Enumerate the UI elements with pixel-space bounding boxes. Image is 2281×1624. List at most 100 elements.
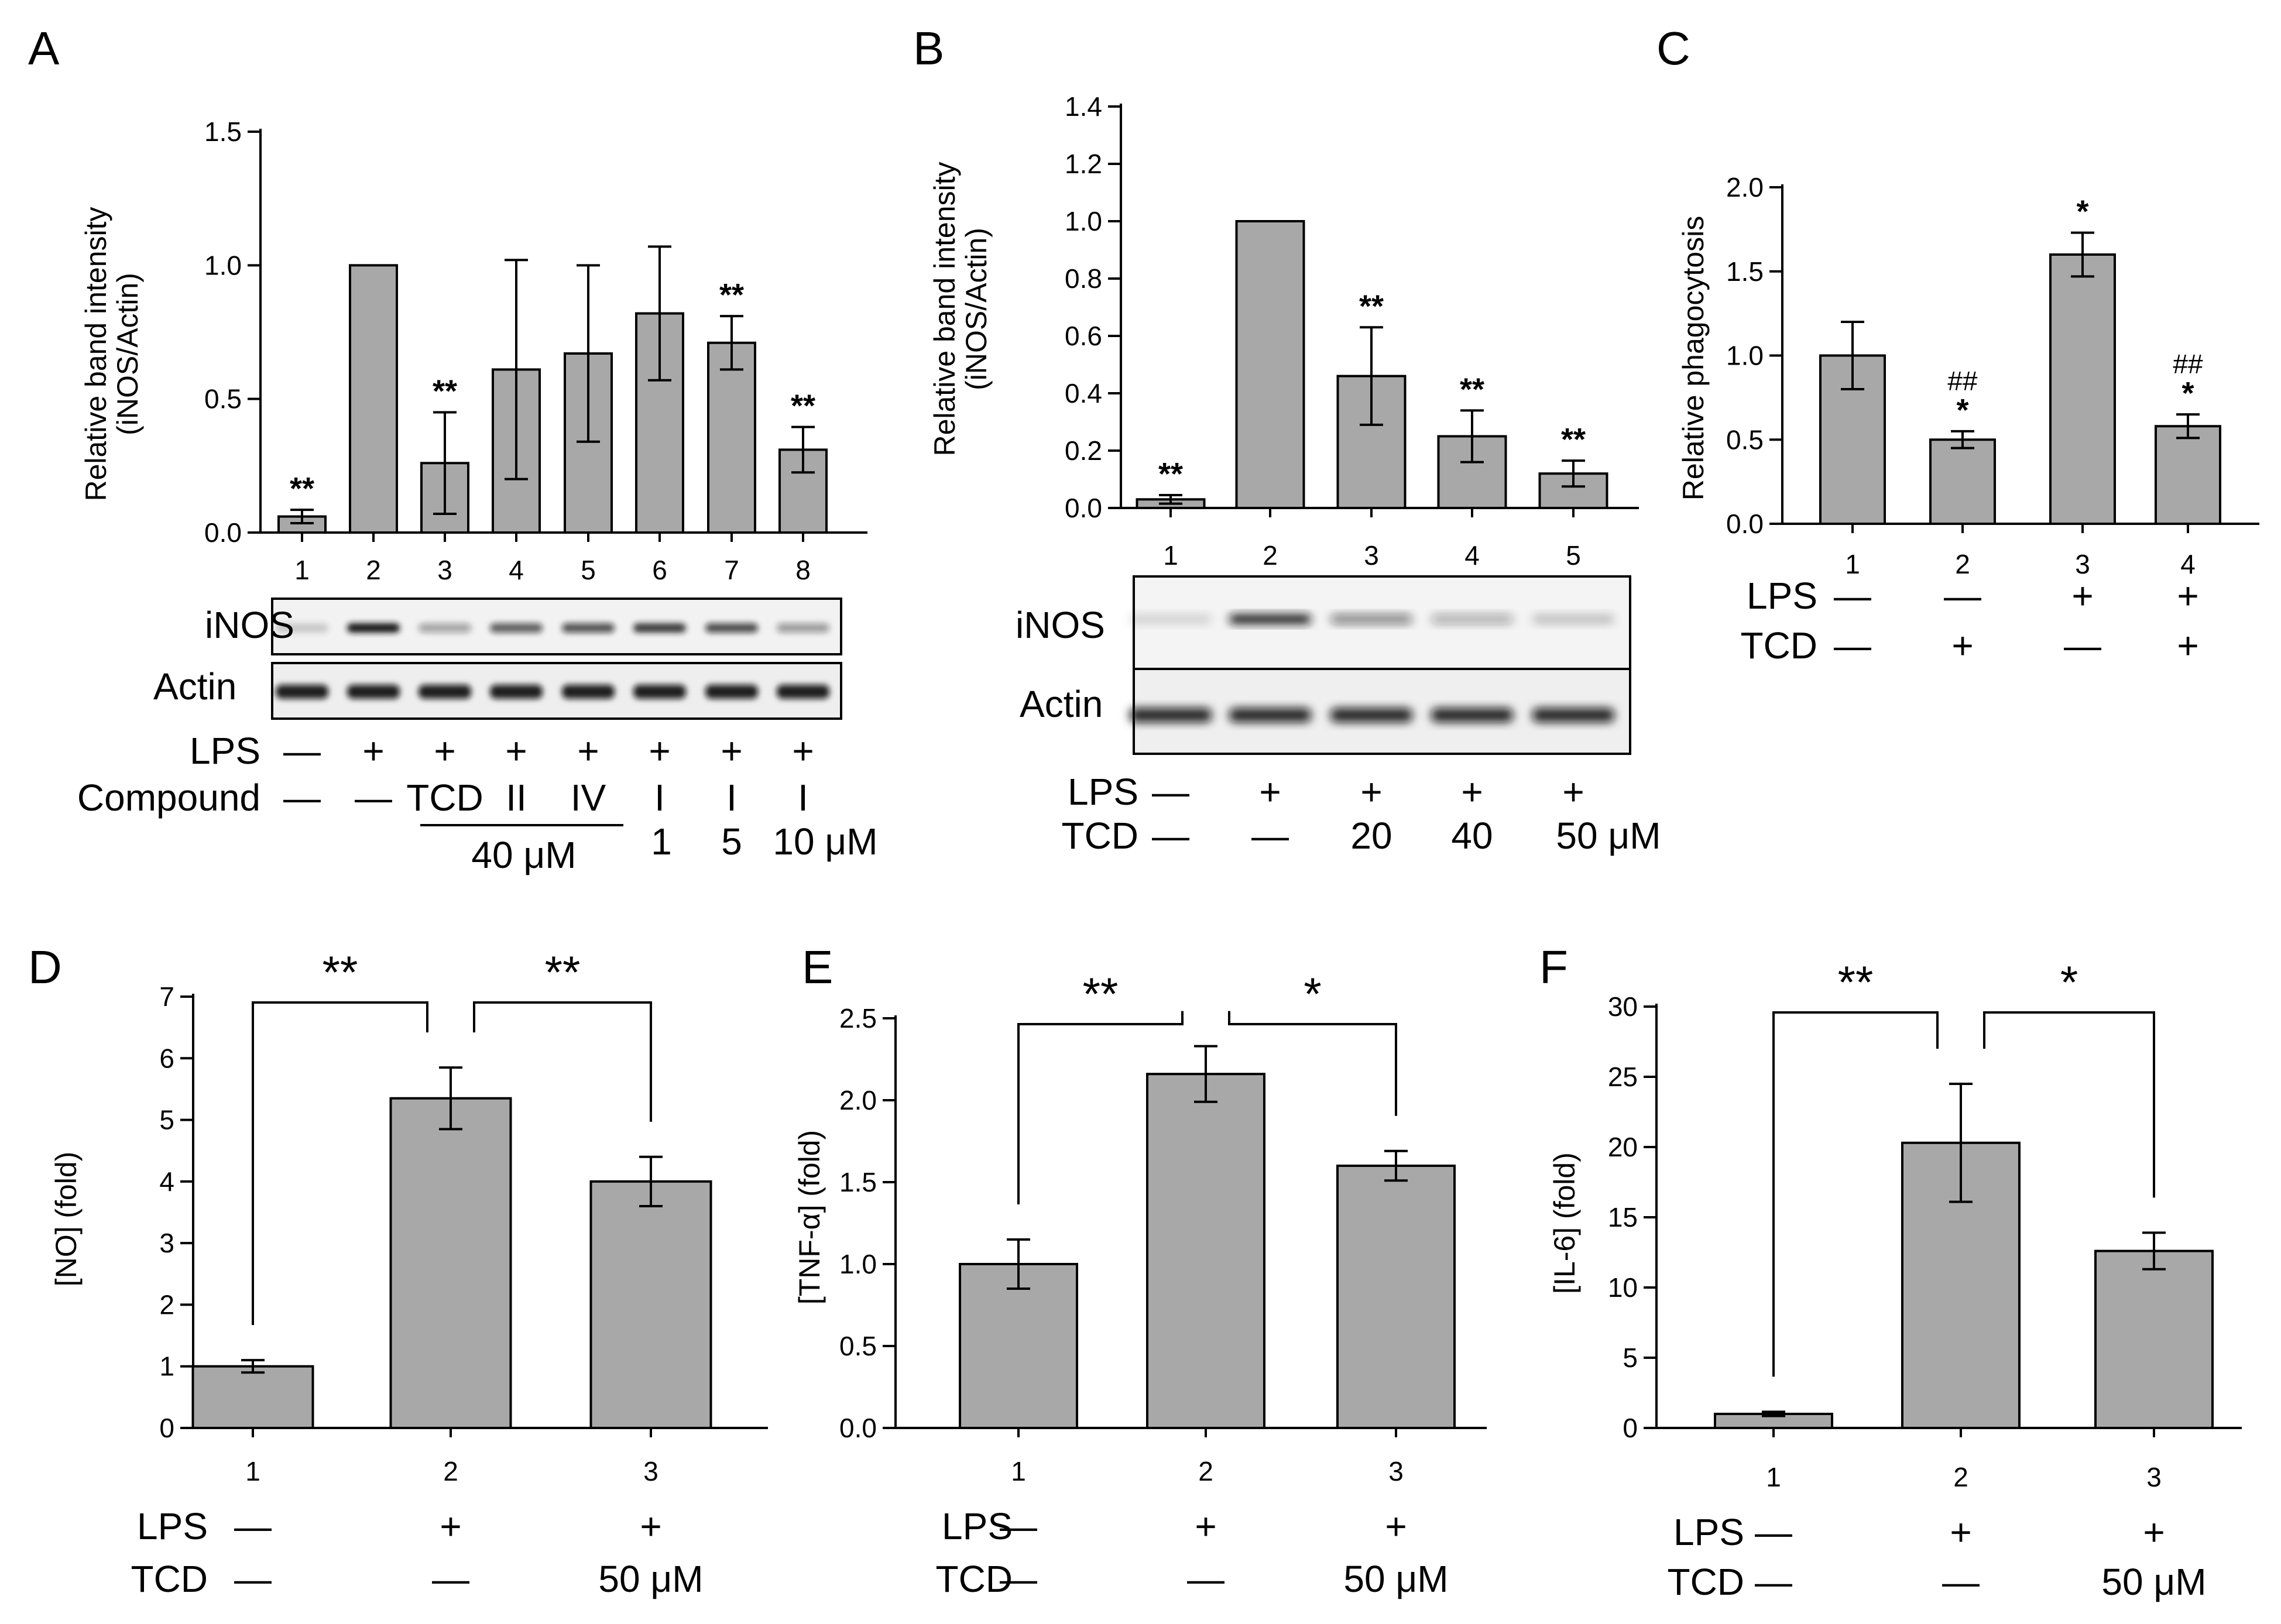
bar-b-2	[1235, 220, 1305, 509]
bracket-f-1	[1772, 1011, 1939, 1377]
bracket-e-2	[1228, 1011, 1397, 1116]
y-tick-label-e: 0.5	[839, 1331, 877, 1361]
band-inos-b-4	[1431, 614, 1513, 624]
y-tick-label-c: 0.0	[1726, 509, 1764, 539]
condition-label-d-2: TCD	[131, 1558, 208, 1600]
condition-label-c-1: LPS	[1747, 575, 1817, 617]
y-tick-label-d: 3	[159, 1228, 174, 1258]
panel-b: B Relative band intensity (iNOS/Actin) 0…	[913, 22, 1661, 857]
band-actin-b-5	[1532, 708, 1614, 722]
condition-label-b-1: LPS	[1068, 771, 1138, 813]
y-tick-label-f: 10	[1608, 1272, 1638, 1303]
condition-a-2-4: II	[506, 777, 527, 819]
condition-label-e-2: TCD	[935, 1558, 1013, 1600]
condition-f-1-3: +	[2143, 1511, 2165, 1553]
dose-label-a-1: 1	[651, 820, 672, 863]
x-tick-label-a-3: 3	[437, 555, 452, 585]
condition-a-2-1: —	[283, 777, 321, 819]
condition-a-1-6: +	[649, 730, 670, 772]
condition-f-2-1: —	[1755, 1561, 1792, 1603]
condition-d-2-3: 50 μM	[598, 1558, 703, 1600]
bracket-label-d-1: **	[323, 946, 358, 998]
band-inos-a-8	[777, 623, 829, 633]
condition-b-1-3: +	[1360, 771, 1382, 813]
condition-a-2-7: I	[726, 777, 737, 819]
condition-label-d-1: LPS	[137, 1505, 208, 1547]
x-tick-label-e-1: 1	[1011, 1456, 1026, 1486]
bands-a	[276, 623, 829, 699]
bar-d-1	[191, 1365, 314, 1430]
band-actin-b-1	[1130, 708, 1212, 722]
significance-c-3: *	[2076, 194, 2088, 229]
y-tick-label-f: 20	[1608, 1132, 1638, 1162]
conditions-b: LPS — + + + +TCD — —20 40 50 μM	[1061, 771, 1661, 857]
condition-b-2-2: —	[1251, 815, 1289, 857]
x-tick-label-d-2: 2	[443, 1456, 458, 1486]
blot-b-actin-label: Actin	[1020, 683, 1103, 725]
significance-b-5: **	[1561, 422, 1586, 457]
bracket-d-2	[473, 1001, 652, 1122]
condition-a-1-2: +	[362, 730, 384, 772]
bracket-label-f-2: *	[2060, 956, 2078, 1008]
blot-a: iNOS Actin	[153, 598, 842, 720]
ylabel-b-line2: (iNOS/Actin)	[960, 228, 993, 390]
ylabel-e: [TNF-α] (fold)	[793, 1130, 826, 1304]
hash-c-2: ##	[1947, 366, 1978, 396]
y-tick-label-d: 4	[159, 1166, 174, 1197]
significance-a-8: **	[791, 389, 815, 424]
y-tick-label-f: 25	[1608, 1062, 1638, 1092]
significance-c-4: *	[2181, 376, 2194, 411]
condition-b-2-3: 20	[1350, 815, 1392, 857]
x-tick-label-b-5: 5	[1566, 540, 1581, 571]
dose-label-a-3: 10 μM	[773, 820, 877, 863]
y-tick-label-c: 2.0	[1726, 172, 1764, 202]
panel-label-d: D	[28, 941, 62, 993]
conditions-d: LPS — + + TCD — — 50 μM	[131, 1505, 703, 1600]
x-tick-label-a-7: 7	[724, 555, 739, 585]
condition-a-1-4: +	[505, 730, 527, 772]
dose-label-a-2: 5	[721, 820, 742, 863]
blot-a-actin-label: Actin	[153, 665, 236, 708]
x-tick-label-a-2: 2	[366, 555, 381, 585]
condition-label-a-2: Compound	[77, 777, 260, 819]
y-tick-label-f: 30	[1608, 991, 1638, 1022]
condition-a-1-7: +	[721, 730, 742, 772]
y-tick-label-d: 5	[159, 1105, 174, 1135]
condition-label-f-2: TCD	[1667, 1561, 1744, 1603]
band-inos-a-7	[705, 623, 758, 633]
condition-c-1-4: +	[2177, 575, 2198, 617]
bracket-d-1	[252, 1001, 428, 1326]
y-tick-label-b: 1.4	[1065, 91, 1102, 122]
group-label-a: 40 μM	[471, 834, 576, 876]
condition-a-2-6: I	[654, 777, 665, 819]
bar-d-3	[589, 1180, 712, 1430]
bracket-f-2	[1983, 1011, 2155, 1198]
condition-b-1-1: —	[1152, 771, 1189, 813]
y-tick-label-e: 1.0	[839, 1249, 877, 1279]
band-actin-a-7	[705, 685, 758, 699]
bar-a-2	[349, 264, 398, 534]
band-inos-a-4	[490, 623, 543, 633]
condition-a-2-3: TCD	[406, 777, 483, 819]
bar-e-1	[959, 1263, 1078, 1429]
bar-e-3	[1336, 1165, 1456, 1429]
y-tick-label-d: 1	[159, 1351, 174, 1382]
condition-b-2-1: —	[1152, 815, 1189, 857]
band-actin-a-4	[490, 685, 543, 699]
panel-c: C Relative phagocytosis 0.0 0.5 1.0 1.5 2.0 1…	[1656, 22, 2259, 667]
blot-b-inos-frame	[1133, 575, 1631, 682]
significance-a-3: **	[433, 374, 457, 409]
condition-d-1-2: +	[440, 1505, 461, 1547]
condition-label-b-2: TCD	[1061, 815, 1138, 857]
condition-c-2-2: +	[1951, 624, 1973, 667]
x-tick-label-f-1: 1	[1766, 1462, 1781, 1492]
band-actin-b-3	[1330, 708, 1412, 722]
hash-c-4: ##	[2173, 349, 2203, 379]
y-tick-label-d: 7	[159, 981, 174, 1012]
condition-c-1-2: —	[1944, 575, 1981, 617]
condition-label-c-2: TCD	[1740, 624, 1817, 667]
x-tick-label-c-4: 4	[2180, 549, 2196, 579]
x-tick-label-a-8: 8	[795, 555, 811, 585]
condition-e-2-1: —	[1000, 1558, 1037, 1600]
bar-c-2	[1929, 438, 1996, 525]
